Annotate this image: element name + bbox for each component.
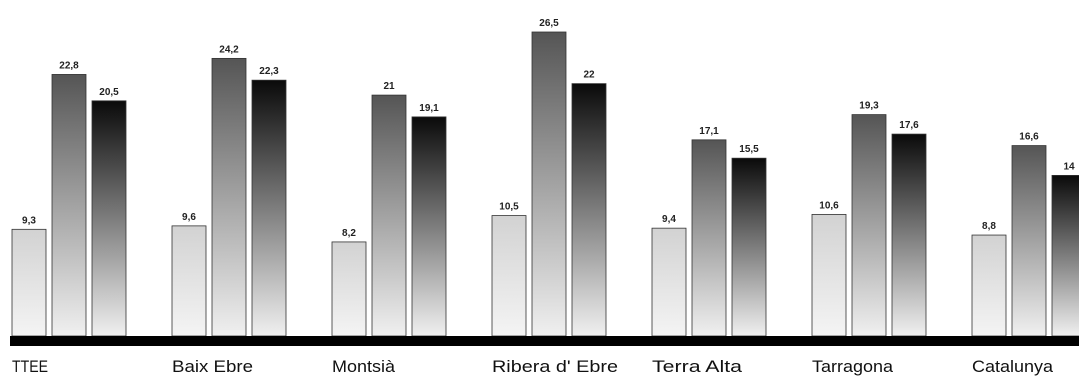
value-label-3-1: 22,3 (259, 66, 279, 77)
bar-1-0 (11, 228, 47, 337)
value-label-1-3: 10,5 (499, 202, 519, 213)
bar-3-3 (571, 83, 607, 337)
bar-3-4 (731, 157, 767, 337)
category-label-6: Catalunya (972, 357, 1054, 376)
bar-1-4 (651, 227, 687, 337)
value-label-1-1: 9,6 (182, 212, 196, 223)
category-label-4: Terra Alta (652, 357, 743, 376)
bar-3-6 (1051, 174, 1079, 337)
bar-1-2 (331, 241, 367, 337)
value-label-2-3: 26,5 (539, 18, 559, 29)
bar-2-0 (51, 74, 87, 337)
value-label-3-4: 15,5 (739, 144, 759, 155)
value-label-1-4: 9,4 (662, 214, 676, 225)
value-label-3-3: 22 (583, 70, 595, 81)
value-label-3-0: 20,5 (99, 87, 119, 98)
value-label-2-1: 24,2 (219, 44, 239, 55)
bar-1-1 (171, 225, 207, 337)
value-label-1-0: 9,3 (22, 215, 36, 226)
category-label-3: Ribera d' Ebre (492, 357, 618, 376)
value-label-2-4: 17,1 (699, 126, 719, 137)
bar-2-2 (371, 94, 407, 337)
bars-group (11, 31, 1079, 337)
baseline-axis (10, 336, 1079, 346)
bar-2-5 (851, 114, 887, 337)
value-label-1-6: 8,8 (982, 221, 996, 232)
bar-1-6 (971, 234, 1007, 337)
bar-2-4 (691, 139, 727, 337)
bar-2-6 (1011, 145, 1047, 337)
value-label-1-5: 10,6 (819, 200, 839, 211)
value-labels-group: 9,3 22,8 20,5 9,6 24,2 22,3 8,2 21 19,1 10,5 26,5 2… (22, 18, 1075, 239)
category-labels-group: TTEE Baix Ebre Montsià Ribera d' Ebre Terra … (12, 357, 1054, 376)
value-label-2-6: 16,6 (1019, 132, 1039, 143)
value-label-2-5: 19,3 (859, 101, 879, 112)
category-label-1: Baix Ebre (172, 357, 253, 376)
bar-3-0 (91, 100, 127, 337)
value-label-3-6: 14 (1063, 161, 1075, 172)
value-label-3-5: 17,6 (899, 120, 919, 131)
bar-3-2 (411, 116, 447, 337)
category-label-2: Montsià (332, 357, 396, 376)
value-label-1-2: 8,2 (342, 228, 356, 239)
bar-3-5 (891, 133, 927, 337)
value-label-2-2: 21 (383, 81, 395, 92)
value-label-3-2: 19,1 (419, 103, 439, 114)
bar-2-3 (531, 31, 567, 337)
category-label-5: Tarragona (812, 357, 894, 376)
bar-2-1 (211, 57, 247, 337)
bar-3-1 (251, 79, 287, 337)
value-label-2-0: 22,8 (59, 60, 79, 71)
bar-1-3 (491, 215, 527, 337)
category-label-0: TTEE (12, 357, 48, 376)
bar-1-5 (811, 213, 847, 337)
